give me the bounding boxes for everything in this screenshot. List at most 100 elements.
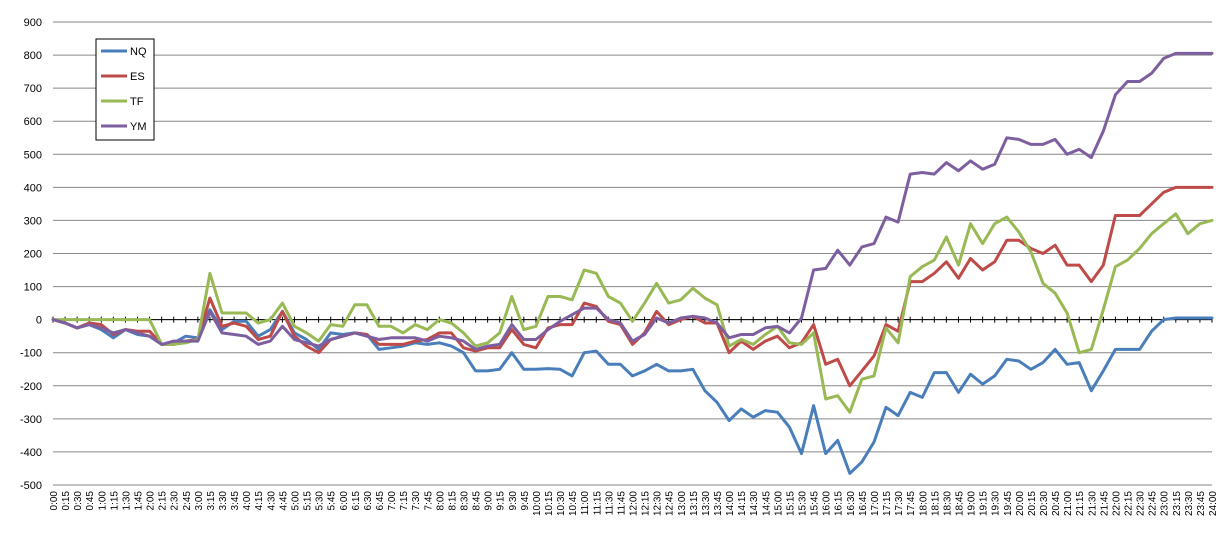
x-tick-label: 4:15 [254, 491, 265, 511]
y-tick-label: 500 [24, 149, 42, 161]
legend-label-ym: YM [130, 121, 147, 133]
x-tick-label: 2:15 [158, 491, 169, 511]
y-tick-label: 200 [24, 249, 42, 261]
y-tick-label: 700 [24, 83, 42, 95]
x-tick-label: 18:30 [942, 491, 953, 516]
series-line-ym [51, 51, 1214, 351]
x-tick-label: 20:15 [1027, 491, 1038, 516]
x-tick-label: 5:30 [315, 491, 326, 511]
x-tick-label: 20:00 [1015, 491, 1026, 516]
x-tick-label: 15:00 [773, 491, 784, 516]
x-tick-label: 19:00 [967, 491, 978, 516]
gridlines [53, 21, 1212, 486]
x-tick-label: 6:00 [339, 491, 350, 511]
x-tick-label: 4:45 [278, 491, 289, 511]
x-tick-label: 15:45 [810, 491, 821, 516]
x-tick-label: 8:30 [459, 491, 470, 511]
x-tick-label: 14:30 [749, 491, 760, 516]
x-tick-label: 23:00 [1160, 491, 1171, 516]
y-tick-label: 300 [24, 215, 42, 227]
x-tick-label: 2:30 [170, 491, 181, 511]
x-tick-label: 12:45 [665, 491, 676, 516]
x-tick-label: 1:15 [109, 491, 120, 511]
x-tick-label: 2:00 [146, 491, 157, 511]
x-tick-label: 5:15 [303, 491, 314, 511]
legend: NQ ES TF YM [95, 38, 155, 141]
x-tick-label: 1:30 [121, 491, 132, 511]
x-tick-label: 8:45 [472, 491, 483, 511]
legend-box [95, 38, 155, 141]
x-tick-label: 11:30 [604, 491, 615, 516]
x-tick-label: 23:45 [1196, 491, 1207, 516]
x-tick-label: 11:45 [616, 491, 627, 516]
y-tick-label: -200 [20, 381, 42, 393]
x-tick-label: 9:00 [484, 491, 495, 511]
x-tick-label: 20:45 [1051, 491, 1062, 516]
series-line-tf [51, 212, 1214, 414]
x-tick-label: 4:30 [266, 491, 277, 511]
x-tick-label: 14:00 [725, 491, 736, 516]
series-line-nq [51, 308, 1214, 475]
x-tick-label: 3:45 [230, 491, 241, 511]
x-tick-label: 16:45 [858, 491, 869, 516]
x-tick-label: 6:45 [375, 491, 386, 511]
x-tick-label: 19:15 [979, 491, 990, 516]
x-tick-label: 14:15 [737, 491, 748, 516]
x-tick-label: 15:30 [798, 491, 809, 516]
y-tick-label: 600 [24, 116, 42, 128]
x-tick-label: 21:45 [1099, 491, 1110, 516]
x-tick-label: 3:00 [194, 491, 205, 511]
x-tick-label: 13:00 [677, 491, 688, 516]
x-tick-label: 12:00 [629, 491, 640, 516]
x-tick-label: 6:30 [363, 491, 374, 511]
x-tick-label: 0:30 [73, 491, 84, 511]
x-tick-label: 5:45 [327, 491, 338, 511]
legend-label-tf: TF [130, 96, 144, 108]
x-tick-label: 1:00 [97, 491, 108, 511]
y-tick-label: 900 [24, 17, 42, 29]
x-tick-label: 10:00 [532, 491, 543, 516]
x-tick-label: 21:30 [1087, 491, 1098, 516]
x-tick-label: 7:30 [411, 491, 422, 511]
x-tick-label: 24:00 [1208, 491, 1219, 516]
x-tick-label: 13:45 [713, 491, 724, 516]
x-tick-label: 12:15 [641, 491, 652, 516]
x-tick-label: 3:15 [206, 491, 217, 511]
x-tick-label: 17:45 [906, 491, 917, 516]
x-tick-label: 17:00 [870, 491, 881, 516]
x-tick-label: 8:15 [447, 491, 458, 511]
x-tick-label: 9:30 [508, 491, 519, 511]
x-tick-label: 18:00 [918, 491, 929, 516]
x-tick-label: 22:00 [1111, 491, 1122, 516]
x-tick-label: 11:15 [592, 491, 603, 516]
x-tick-label: 0:15 [61, 491, 72, 511]
x-tick-label: 19:45 [1003, 491, 1014, 516]
y-tick-label: -300 [20, 414, 42, 426]
x-tick-label: 13:15 [689, 491, 700, 516]
x-tick-label: 3:30 [218, 491, 229, 511]
x-tick-label: 1:45 [134, 491, 145, 511]
x-tick-label: 7:00 [387, 491, 398, 511]
x-tick-label: 10:15 [544, 491, 555, 516]
series-lines [51, 51, 1214, 475]
x-tick-label: 22:45 [1148, 491, 1159, 516]
y-axis-labels: -500 -400 -300 -200 -100 0 100 200 300 400 500 600 7… [20, 17, 42, 492]
x-tick-label: 22:15 [1123, 491, 1134, 516]
x-tick-label: 21:00 [1063, 491, 1074, 516]
x-tick-label: 10:30 [556, 491, 567, 516]
x-tick-label: 0:45 [85, 491, 96, 511]
x-tick-label: 17:30 [894, 491, 905, 516]
x-tick-label: 10:45 [568, 491, 579, 516]
y-tick-label: -100 [20, 348, 42, 360]
x-tick-label: 4:00 [242, 491, 253, 511]
x-tick-label: 22:30 [1136, 491, 1147, 516]
x-tick-label: 7:45 [423, 491, 434, 511]
x-tick-label: 21:15 [1075, 491, 1086, 516]
x-tick-label: 12:30 [653, 491, 664, 516]
y-tick-label: -400 [20, 447, 42, 459]
x-tick-label: 11:00 [580, 491, 591, 516]
x-tick-label: 17:15 [882, 491, 893, 516]
y-tick-label: 100 [24, 282, 42, 294]
series-line-es [51, 185, 1214, 388]
